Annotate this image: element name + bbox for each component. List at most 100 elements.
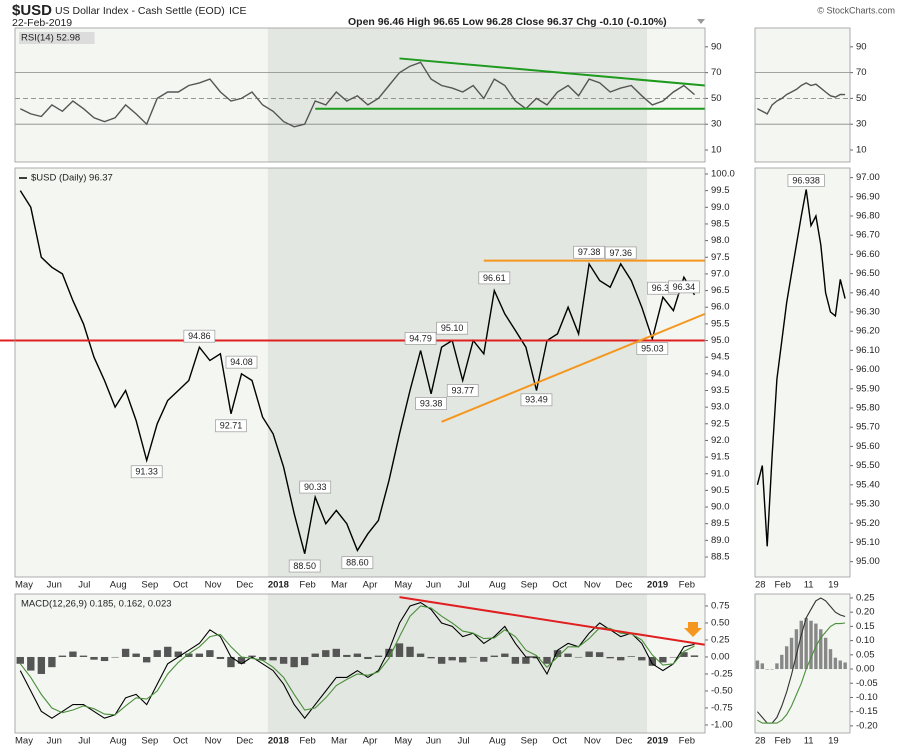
y-tick-label: 96.10 [856,345,880,356]
y-tick-label: 92.5 [711,418,730,429]
panel-label-bg [19,32,95,44]
y-tick-label: 0.25 [856,592,875,603]
y-tick-label: 99.5 [711,185,730,196]
x-tick-label: Feb [679,736,695,747]
histogram-bar [574,656,583,658]
histogram-bar [69,651,77,657]
x-tick-label: Apr [363,580,378,591]
histogram-bar [37,656,46,674]
histogram-bar [248,655,256,657]
y-tick-label: 89.0 [711,535,730,546]
histogram-bar [617,656,625,661]
annotation-label: 91.33 [135,467,158,477]
histogram-bar [322,650,330,657]
histogram-bar [755,660,760,670]
year-shade [267,168,648,577]
histogram-bar [680,652,688,657]
histogram-bar [153,650,161,657]
x-tick-label: 2019 [647,736,668,747]
histogram-bar [132,653,140,657]
annotation-label: 95.03 [641,343,664,353]
x-tick-label: Jun [47,580,62,591]
y-tick-label: 70 [711,67,722,78]
x-tick-label: Sep [141,736,158,747]
y-tick-label: 0.05 [856,649,875,660]
y-tick-label: 93.0 [711,402,730,413]
symbol: $USD [12,2,52,19]
histogram-bar [543,656,551,664]
x-tick-label: 2018 [268,736,289,747]
histogram-bar [770,669,774,670]
y-tick-label: 0.75 [711,600,730,611]
histogram-bar [480,656,488,662]
histogram-bar [164,646,172,657]
histogram-bar [279,656,288,664]
annotation-label: 95.10 [441,323,464,333]
y-tick-label: 93.5 [711,385,730,396]
year-shade [267,28,648,162]
year-shade [267,594,648,733]
histogram-bar [585,651,593,657]
y-tick-label: 96.80 [856,211,880,222]
histogram-bar [269,656,277,661]
y-tick-label: 95.90 [856,383,880,394]
y-tick-label: 100.0 [711,169,735,180]
x-tick-label: Oct [552,736,567,747]
x-tick-label: May [394,736,412,747]
annotation-label: 96.938 [792,175,820,185]
y-tick-label: 95.80 [856,403,880,414]
series-line [19,190,696,554]
y-tick-label: 95.00 [856,556,880,567]
x-tick-label: Apr [363,736,378,747]
histogram-bar [416,653,425,657]
y-tick-label: 96.0 [711,302,730,313]
y-tick-label: 95.50 [856,460,880,471]
annotation-box [415,397,447,410]
histogram-bar [111,656,119,658]
y-tick-label: 0.00 [856,664,875,675]
histogram-bar [823,637,828,670]
histogram-bar [595,652,604,657]
x-tick-label: May [15,580,33,591]
panel-label: RSI(14) 52.98 [21,33,80,44]
annotation-box [520,393,553,407]
y-tick-label: 95.60 [856,441,880,452]
x-tick-label: Jul [78,736,90,747]
x-tick-label: Dec [615,580,632,591]
annotation-label: 90.33 [304,482,327,492]
histogram-bar [385,648,393,657]
y-tick-label: 30 [711,119,722,130]
annotation-box [787,174,825,187]
y-tick-label: -0.10 [856,692,878,703]
series-line [757,82,846,115]
panel-border [754,593,851,734]
x-tick-label: Feb [299,580,315,591]
annotation-label: 96.34 [673,282,696,292]
y-tick-label: 92.0 [711,435,730,446]
annotation-box [299,480,332,494]
y-tick-label: 96.70 [856,230,880,241]
y-tick-label: 30 [856,119,867,130]
annotation-label: 96.61 [483,273,506,283]
histogram-bar [121,648,130,657]
x-tick-label: 2019 [647,580,668,591]
quote: Open 96.46 High 96.65 Low 96.28 Close 96… [348,16,667,28]
x-tick-label: Sep [141,580,158,591]
series-line [756,189,846,547]
y-tick-label: 10 [711,145,722,156]
histogram-bar [79,655,88,657]
y-tick-label: 90.5 [711,485,730,496]
trendline [399,57,706,87]
x-tick-label: Dec [236,736,253,747]
y-tick-label: -0.05 [856,678,878,689]
y-tick-label: 0.50 [711,617,730,628]
x-tick-label: Aug [110,580,127,591]
x-tick-label: Aug [489,580,506,591]
histogram-bar [353,653,362,657]
y-tick-label: 95.5 [711,318,730,329]
histogram-bar [206,650,214,657]
y-tick-label: -1.00 [711,719,733,730]
annotation-label: 94.08 [230,357,253,367]
panel-border [754,27,851,163]
y-tick-label: -0.25 [711,668,733,679]
